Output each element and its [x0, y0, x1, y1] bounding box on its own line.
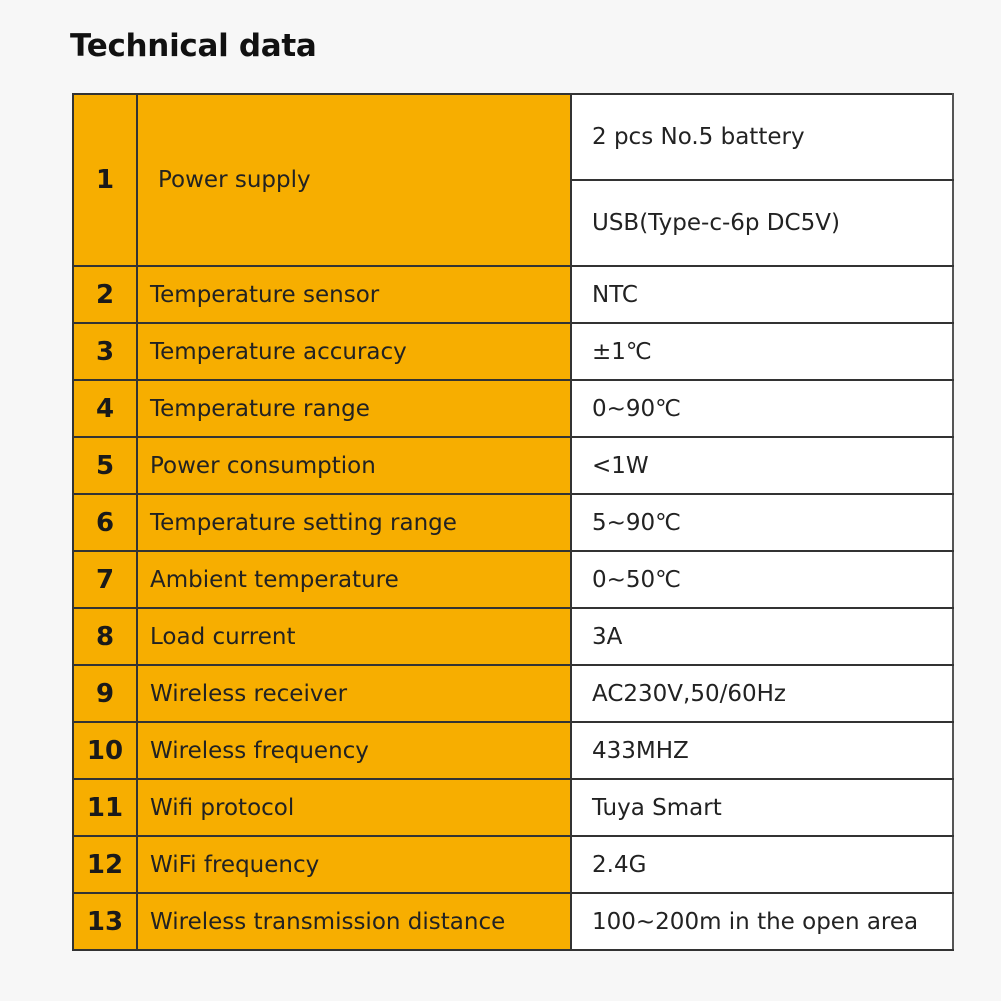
spec-label: Wireless transmission distance	[136, 892, 572, 951]
table-row: 13 Wireless transmission distance 100~200m…	[72, 892, 954, 951]
spec-label: Wireless frequency	[136, 721, 572, 780]
table-row: 11 Wifi protocol Tuya Smart	[72, 778, 954, 837]
row-number: 10	[72, 721, 138, 780]
table-row: 7 Ambient temperature 0~50℃	[72, 550, 954, 609]
spec-value: 3A	[570, 607, 954, 666]
spec-value: 433MHZ	[570, 721, 954, 780]
row-number: 5	[72, 436, 138, 495]
spec-value: AC230V,50/60Hz	[570, 664, 954, 723]
row-number: 11	[72, 778, 138, 837]
spec-value: USB(Type-c-6p DC5V)	[570, 179, 954, 267]
row-number: 6	[72, 493, 138, 552]
row-number: 9	[72, 664, 138, 723]
table-row: 2 Temperature sensor NTC	[72, 265, 954, 324]
table-row: 3 Temperature accuracy ±1℃	[72, 322, 954, 381]
spec-label: Temperature sensor	[136, 265, 572, 324]
spec-label: Wifi protocol	[136, 778, 572, 837]
table-row: 8 Load current 3A	[72, 607, 954, 666]
spec-label: Power supply	[136, 93, 572, 267]
spec-label: Wireless receiver	[136, 664, 572, 723]
table-row: 4 Temperature range 0~90℃	[72, 379, 954, 438]
table-row: 12 WiFi frequency 2.4G	[72, 835, 954, 894]
row-number: 13	[72, 892, 138, 951]
spec-label: Temperature accuracy	[136, 322, 572, 381]
row-number: 3	[72, 322, 138, 381]
table-row: USB(Type-c-6p DC5V)	[73, 179, 954, 267]
spec-value: 100~200m in the open area	[570, 892, 954, 951]
spec-value: ±1℃	[570, 322, 954, 381]
spec-value: 2.4G	[570, 835, 954, 894]
spec-value: Tuya Smart	[570, 778, 954, 837]
spec-label: Temperature range	[136, 379, 572, 438]
row-number: 8	[72, 607, 138, 666]
table-row: 1 Power supply 2 pcs No.5 battery	[72, 93, 954, 267]
spec-label: Power consumption	[136, 436, 572, 495]
spec-label: WiFi frequency	[136, 835, 572, 894]
spec-value: 2 pcs No.5 battery	[570, 93, 954, 181]
table-row: 9 Wireless receiver AC230V,50/60Hz	[72, 664, 954, 723]
spec-table-body: 1 Power supply 2 pcs No.5 battery USB(Type-…	[72, 93, 954, 951]
spec-table: 1 Power supply 2 pcs No.5 battery USB(Type-…	[72, 93, 954, 951]
spec-value: 5~90℃	[570, 493, 954, 552]
spec-label: Load current	[136, 607, 572, 666]
spec-value: NTC	[570, 265, 954, 324]
spec-value: 0~90℃	[570, 379, 954, 438]
row-number: 1	[72, 93, 138, 267]
spec-label: Ambient temperature	[136, 550, 572, 609]
row-number: 12	[72, 835, 138, 894]
page-title: Technical data	[70, 28, 317, 64]
row-number: 7	[72, 550, 138, 609]
spec-value: <1W	[570, 436, 954, 495]
table-row: 10 Wireless frequency 433MHZ	[72, 721, 954, 780]
spec-label: Temperature setting range	[136, 493, 572, 552]
spec-value: 0~50℃	[570, 550, 954, 609]
row-number: 2	[72, 265, 138, 324]
table-row: 5 Power consumption <1W	[72, 436, 954, 495]
table-row: 6 Temperature setting range 5~90℃	[72, 493, 954, 552]
row-number: 4	[72, 379, 138, 438]
